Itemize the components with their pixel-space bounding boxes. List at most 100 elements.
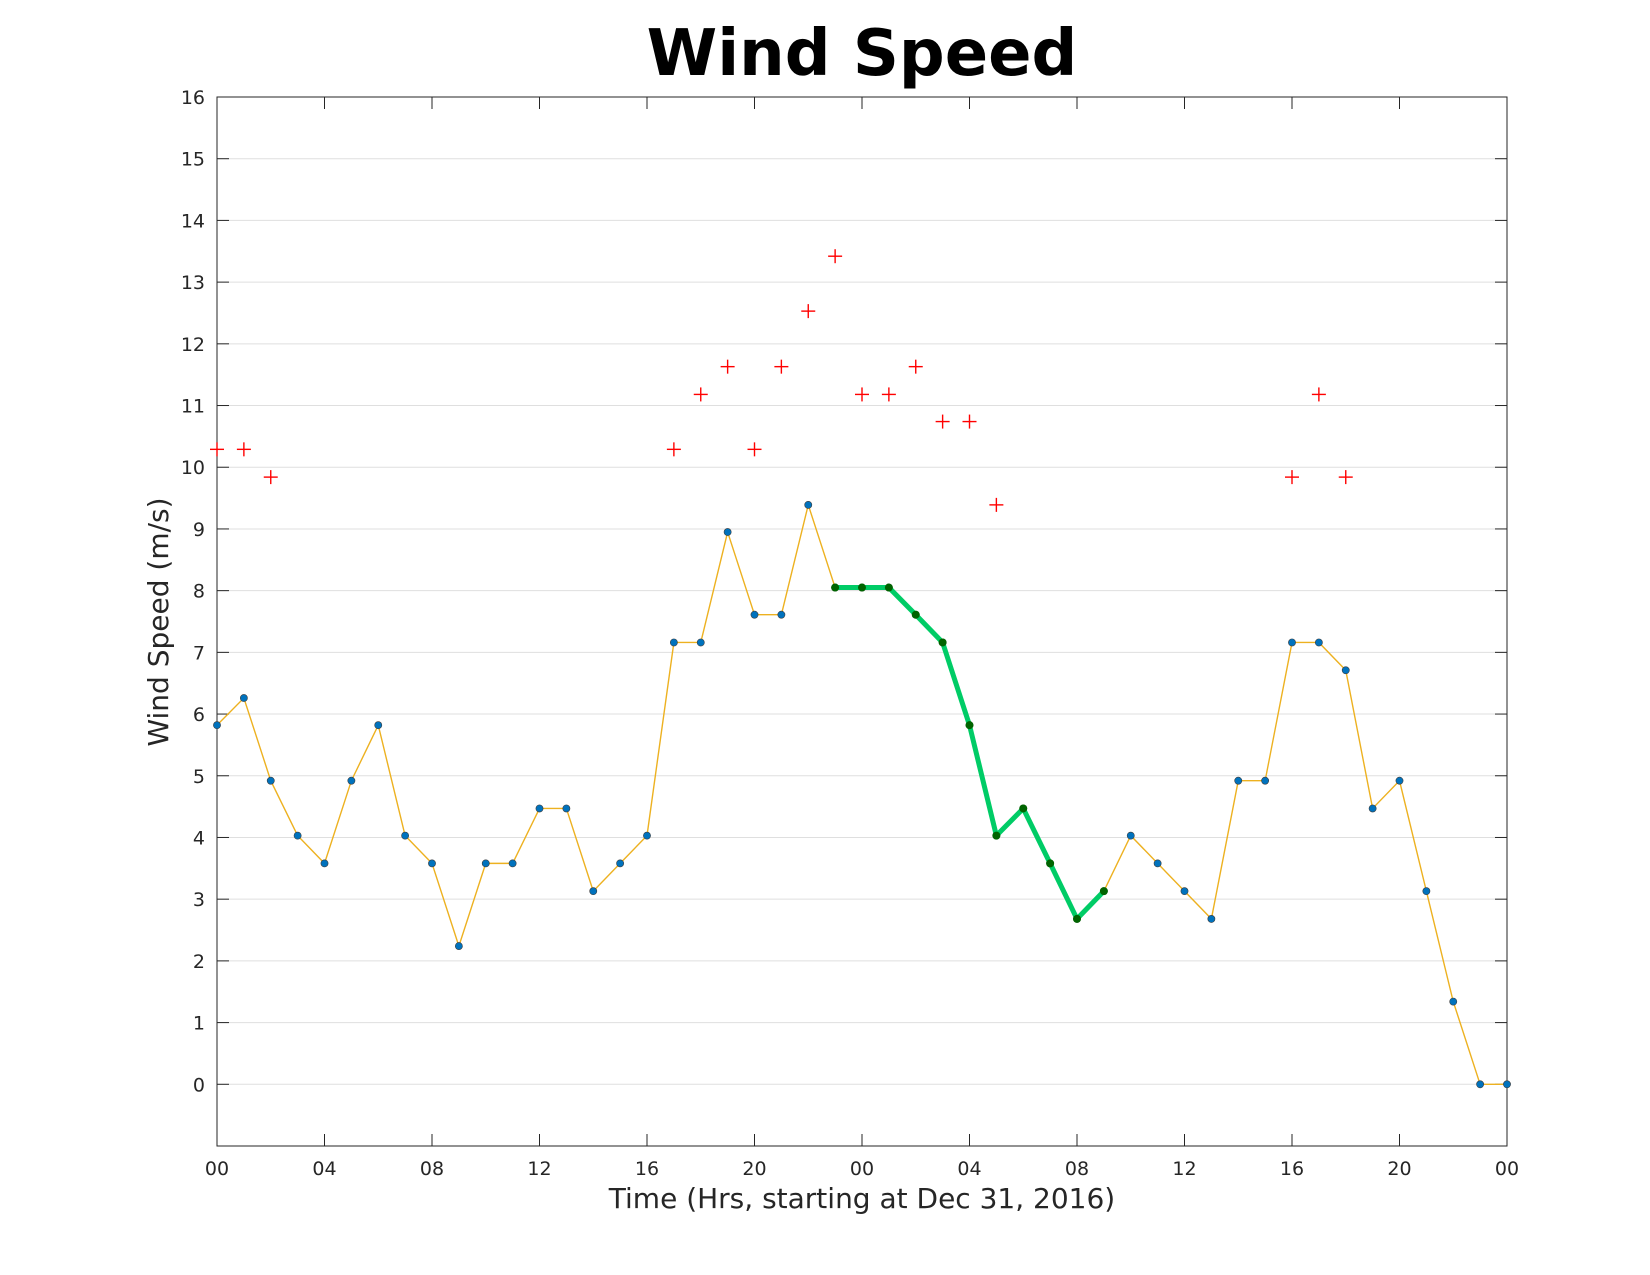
data-point [401,831,410,840]
y-tick-label: 4 [193,827,205,849]
data-point [1314,638,1323,647]
x-tick-label: 08 [1065,1158,1089,1180]
x-tick-label: 20 [742,1158,766,1180]
plus-marker [666,442,681,457]
highlight-point [965,721,974,730]
y-tick-label: 16 [181,87,205,109]
data-point [1395,776,1404,785]
y-tick-label: 11 [181,396,205,418]
data-point [1207,915,1216,923]
data-point [804,500,813,509]
plus-marker [210,442,224,457]
x-tick-label: 00 [850,1158,874,1180]
y-tick-label: 9 [193,519,205,541]
plus-marker [1338,470,1353,485]
data-point [213,721,221,730]
data-point [374,721,383,730]
data-point [562,804,571,813]
x-tick-label: 16 [1280,1158,1304,1180]
data-point [347,776,356,785]
data-point [1126,831,1135,840]
data-point [643,831,651,840]
x-tick-label: 16 [635,1158,659,1180]
data-point [1368,804,1377,813]
x-tick-label: 20 [1387,1158,1411,1180]
data-point [508,859,517,868]
plus-marker [1311,387,1326,402]
plus-marker [989,497,1004,512]
data-point [1234,776,1243,785]
data-point [293,831,302,840]
x-tick-label: 00 [205,1158,229,1180]
plus-marker [935,414,950,429]
plus-marker [908,359,923,374]
highlight-point [884,583,893,592]
data-point [589,887,598,896]
chart-title: Wind Speed [647,17,1078,91]
data-point [669,638,678,647]
plus-marker [828,249,843,264]
plus-marker [774,359,789,374]
x-tick-label: 12 [527,1158,551,1180]
highlight-point [911,610,920,619]
data-point [723,528,732,536]
highlight-point [1046,859,1055,868]
data-point [239,694,248,702]
y-tick-label: 0 [193,1074,205,1096]
highlight-point [992,831,1001,840]
data-point [1503,1080,1511,1089]
y-tick-label: 6 [193,704,205,726]
plus-marker [881,387,896,402]
y-tick-label: 10 [181,457,205,479]
highlight-point [831,583,840,592]
plus-marker [236,442,251,457]
plus-marker [263,470,278,485]
highlight-point [938,638,947,647]
data-point [428,859,436,868]
y-tick-label: 13 [181,272,205,294]
highlight-line [835,585,1106,922]
data-point [1449,997,1458,1006]
y-tick-label: 12 [181,334,205,356]
data-point [266,776,275,785]
x-tick-label: 04 [312,1158,336,1180]
data-point [1341,666,1350,675]
data-point [1180,887,1189,896]
y-tick-label: 14 [181,210,205,232]
data-point [1422,887,1431,896]
x-tick-label: 08 [420,1158,444,1180]
plus-marker [747,442,762,457]
highlight-point [858,583,866,592]
data-point [1476,1080,1485,1089]
x-tick-label: 00 [1495,1158,1519,1180]
y-tick-label: 2 [193,951,205,973]
x-tick-label: 12 [1172,1158,1196,1180]
y-axis-label: Wind Speed (m/s) [142,497,175,746]
y-tick-label: 3 [193,889,205,911]
highlight-point [1073,914,1081,923]
highlight-point [1099,887,1108,896]
x-axis-label: Time (Hrs, starting at Dec 31, 2016) [608,1182,1115,1215]
data-point [696,638,705,647]
plot-area-frame [216,96,1508,1147]
data-point [454,942,463,950]
y-tick-label: 15 [181,149,205,171]
data-point [1153,859,1162,868]
data-point [1288,638,1296,647]
data-point [777,610,786,619]
y-tick-label: 8 [193,581,205,603]
plus-marker [855,387,869,402]
y-tick-label: 1 [193,1013,205,1035]
wind-speed-line [216,502,1507,1085]
data-point [535,804,544,813]
plus-marker [720,359,735,374]
plus-marker [801,304,816,319]
data-point [750,610,759,619]
highlight-point [1019,804,1028,813]
data-point [481,859,490,868]
data-point [320,859,329,868]
data-point [616,859,625,868]
plus-marker [1285,470,1299,485]
